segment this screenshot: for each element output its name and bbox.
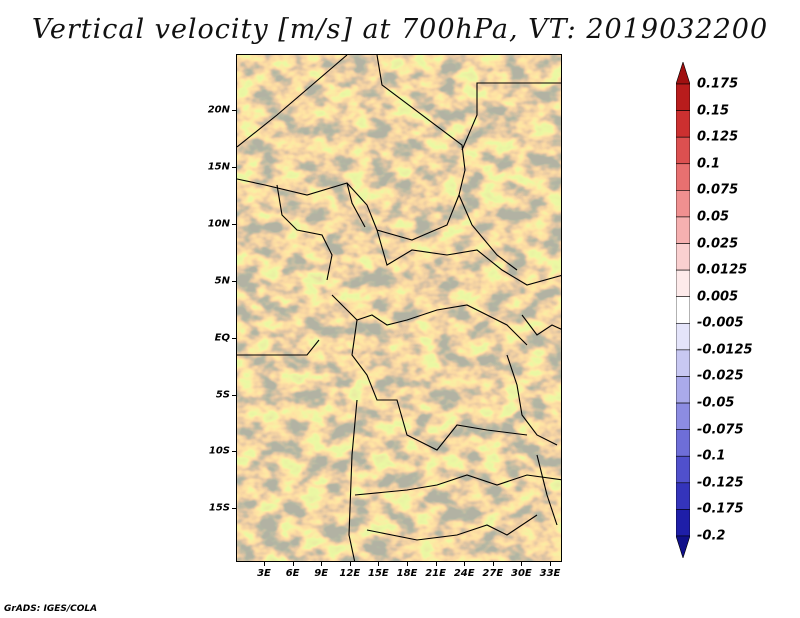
colorbar-label: -0.125 xyxy=(697,475,744,491)
colorbar-bin xyxy=(676,349,690,377)
lon-tick xyxy=(321,562,323,566)
colorbar-label: -0.1 xyxy=(697,448,726,464)
lat-tick xyxy=(232,110,236,111)
lat-label: 10N xyxy=(207,218,230,230)
colorbar-bin xyxy=(676,376,690,404)
lon-label: 33E xyxy=(539,568,561,579)
lon-tick xyxy=(264,562,265,566)
colorbar-bin xyxy=(676,190,690,218)
colorbar-bin xyxy=(676,296,690,324)
lat-label: 15S xyxy=(208,502,230,514)
colorbar-bin xyxy=(676,482,690,510)
colorbar-label: -0.0125 xyxy=(697,342,753,358)
lon-label: 18E xyxy=(396,568,418,579)
field-shading xyxy=(237,55,561,561)
lat-label: 5N xyxy=(214,275,230,287)
vertical-velocity-field xyxy=(237,55,561,561)
colorbar-bin xyxy=(676,402,690,430)
colorbar-bin xyxy=(676,509,690,537)
lon-label: 27E xyxy=(482,568,504,579)
lat-label: 20N xyxy=(207,104,230,116)
colorbar-label: -0.2 xyxy=(697,528,726,544)
colorbar-bin xyxy=(676,243,690,271)
colorbar-bin xyxy=(676,62,690,85)
lat-tick xyxy=(232,337,236,339)
lon-label: 9E xyxy=(314,568,329,579)
colorbar-bin xyxy=(676,163,690,191)
colorbar-label: -0.05 xyxy=(697,395,735,411)
lon-label: 15E xyxy=(368,568,389,579)
colorbar-label: 0.15 xyxy=(697,103,730,119)
colorbar-label: 0.075 xyxy=(697,182,739,198)
map-title: Vertical velocity [m/s] at 700hPa, VT: 2… xyxy=(31,14,769,45)
lat-tick xyxy=(232,508,236,510)
lon-tick xyxy=(292,562,294,566)
lat-label: 15N xyxy=(207,161,230,173)
colorbar-label: 0.125 xyxy=(697,129,739,145)
colorbar-bin xyxy=(676,429,690,457)
lat-label: 10S xyxy=(208,445,230,457)
colorbar-label: -0.175 xyxy=(697,501,744,517)
credit-text: GrADS: IGES/COLA xyxy=(4,604,98,614)
lon-tick xyxy=(521,562,523,566)
lon-tick xyxy=(492,562,494,566)
colorbar-label: 0.1 xyxy=(697,156,721,172)
colorbar-label: 0.05 xyxy=(697,209,730,225)
lon-tick xyxy=(407,562,408,566)
lon-tick xyxy=(435,562,437,566)
lon-label: 21E xyxy=(425,568,446,579)
lat-tick xyxy=(232,394,236,396)
lon-tick xyxy=(349,562,351,566)
colorbar-label: 0.005 xyxy=(697,289,739,305)
colorbar-bin xyxy=(676,269,690,298)
colorbar-label: 0.175 xyxy=(697,76,739,92)
colorbar-bin xyxy=(676,322,690,351)
colorbar-label: -0.005 xyxy=(697,315,744,331)
colorbar-label: -0.075 xyxy=(697,422,744,438)
lon-tick xyxy=(378,562,380,566)
lon-tick xyxy=(550,562,551,566)
colorbar-label: 0.0125 xyxy=(697,262,748,278)
lat-tick xyxy=(232,451,236,453)
lon-label: 12E xyxy=(339,568,361,579)
lon-label: 3E xyxy=(257,568,271,579)
lat-tick xyxy=(232,223,236,225)
colorbar-label: -0.025 xyxy=(697,368,744,384)
colorbar-bin xyxy=(676,136,690,165)
lat-label: 5S xyxy=(215,389,230,400)
lat-tick xyxy=(232,280,236,282)
lon-tick xyxy=(464,562,466,566)
colorbar-label: 0.025 xyxy=(697,236,739,252)
lon-label: 30E xyxy=(511,568,532,579)
colorbar-bin xyxy=(676,110,690,138)
colorbar xyxy=(676,62,690,558)
map-plot-area xyxy=(236,54,562,562)
lat-tick xyxy=(232,166,236,168)
colorbar-bin xyxy=(676,455,690,484)
colorbar-bin xyxy=(676,535,690,558)
lon-label: 6E xyxy=(285,568,300,579)
country-boundaries xyxy=(237,55,561,561)
lon-label: 24E xyxy=(453,568,475,579)
colorbar-bin xyxy=(676,216,690,244)
colorbar-bin xyxy=(676,83,690,111)
lat-label: EQ xyxy=(214,332,230,344)
